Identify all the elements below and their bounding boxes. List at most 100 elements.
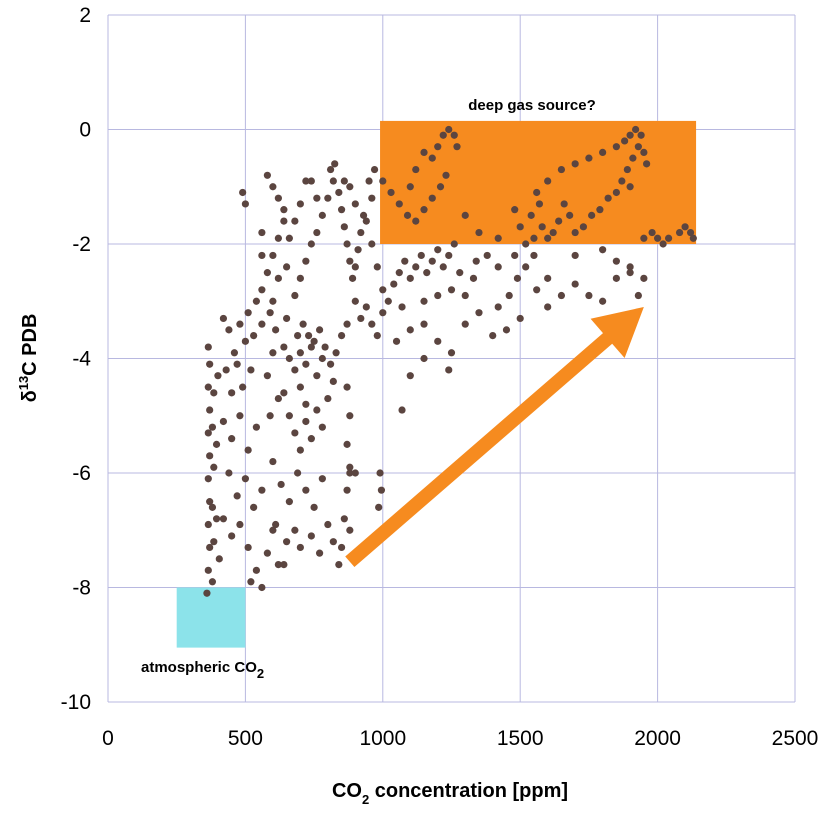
data-point: [560, 200, 568, 208]
data-point: [228, 532, 236, 540]
data-point: [412, 165, 420, 174]
data-point: [351, 297, 359, 305]
data-point: [274, 561, 282, 569]
data-point: [502, 326, 511, 334]
data-point: [346, 183, 354, 191]
data-point: [403, 211, 412, 219]
data-point: [346, 257, 354, 265]
data-point: [215, 555, 223, 563]
data-point: [285, 498, 293, 506]
data-point: [296, 383, 304, 391]
data-point: [406, 183, 414, 191]
data-point: [204, 520, 212, 529]
data-point: [258, 486, 266, 494]
data-point: [219, 314, 228, 323]
y-axis-label: δ13C PDB: [16, 314, 41, 403]
data-point: [343, 440, 351, 448]
data-point: [675, 228, 684, 237]
data-point: [406, 274, 414, 282]
data-point: [318, 211, 326, 219]
data-point: [335, 188, 343, 197]
data-point: [505, 291, 513, 300]
atmospheric-box: [176, 587, 246, 648]
data-point: [307, 435, 315, 443]
data-point: [291, 217, 299, 225]
data-point: [362, 217, 370, 225]
data-point: [530, 251, 538, 260]
data-point: [204, 383, 212, 391]
data-point: [208, 423, 217, 431]
data-point: [296, 349, 304, 357]
data-point: [250, 503, 258, 511]
data-point: [439, 263, 447, 271]
data-point: [439, 131, 447, 139]
data-point: [258, 583, 266, 592]
data-point: [585, 154, 593, 162]
data-point: [447, 286, 456, 294]
data-point: [280, 206, 288, 214]
data-point: [626, 183, 634, 191]
y-tick-label: -4: [72, 348, 91, 371]
data-point: [210, 463, 218, 471]
data-point: [629, 154, 637, 162]
data-point: [307, 240, 315, 248]
data-point: [244, 309, 252, 317]
data-point: [305, 332, 313, 340]
data-point: [206, 543, 214, 552]
data-point: [588, 211, 596, 219]
data-point: [351, 263, 359, 271]
data-point: [420, 354, 428, 363]
data-point: [557, 291, 566, 300]
data-point: [634, 143, 642, 151]
data-point: [269, 526, 277, 534]
data-point: [522, 263, 530, 271]
data-point: [406, 372, 414, 380]
data-point: [285, 234, 293, 242]
data-point: [291, 429, 299, 437]
data-point: [368, 194, 376, 202]
data-point: [571, 160, 579, 168]
data-point: [241, 337, 249, 345]
data-point: [549, 228, 557, 237]
data-point: [370, 165, 379, 174]
data-point: [346, 469, 354, 477]
data-point: [566, 211, 574, 219]
data-point: [461, 320, 469, 328]
data-point: [571, 228, 579, 237]
data-point: [296, 200, 304, 208]
data-point: [461, 211, 469, 219]
data-point: [244, 446, 252, 454]
data-point: [203, 589, 211, 597]
data-point: [555, 217, 563, 225]
data-point: [252, 566, 260, 574]
data-point: [294, 332, 302, 340]
data-point: [313, 406, 321, 414]
y-tick-label: -2: [72, 233, 91, 256]
data-point: [412, 263, 420, 271]
data-point: [445, 366, 453, 374]
y-tick-labels: 2 0 -2 -4 -6 -8 -10: [61, 4, 92, 714]
data-point: [626, 131, 634, 139]
data-point: [557, 165, 566, 174]
data-point: [337, 206, 346, 214]
data-point: [274, 274, 282, 282]
y-tick-label: 0: [79, 119, 91, 142]
data-point: [258, 228, 266, 237]
data-point: [392, 337, 401, 345]
data-point: [390, 280, 398, 288]
data-point: [373, 263, 381, 271]
data-point: [453, 143, 461, 151]
data-point: [375, 503, 383, 511]
data-point: [664, 234, 673, 242]
x-tick-label: 2000: [634, 727, 681, 750]
data-point: [291, 526, 299, 534]
data-point: [285, 354, 293, 363]
data-point: [283, 314, 291, 323]
data-point: [318, 423, 326, 431]
data-point: [258, 320, 266, 328]
data-point: [654, 234, 662, 242]
data-point: [263, 269, 271, 277]
data-point: [340, 515, 348, 523]
data-point: [544, 177, 552, 185]
